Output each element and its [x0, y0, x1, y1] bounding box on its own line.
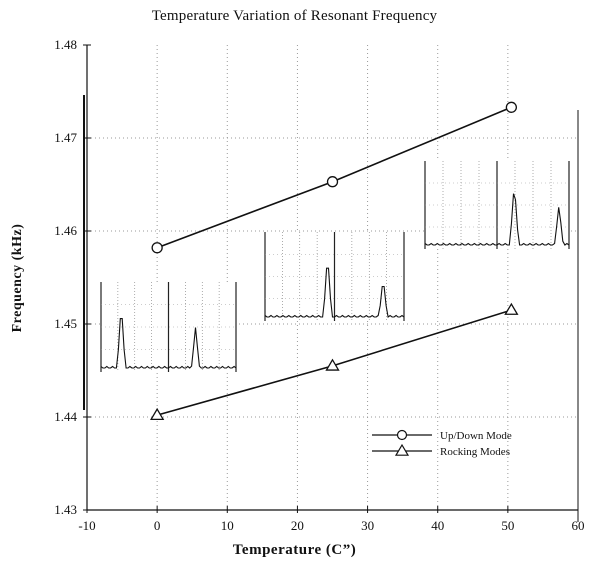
x-axis-label: Temperature (C”): [232, 542, 357, 558]
y-tick-label: 1.44: [54, 409, 77, 424]
circle-marker: [151, 242, 163, 254]
y-tick-label: 1.46: [54, 223, 77, 238]
inset-spectrum-trace: [264, 267, 405, 318]
triangle-marker: [325, 358, 340, 371]
series-triangle: [150, 302, 519, 420]
x-tick-label: -10: [78, 518, 95, 533]
x-tick-label: 0: [154, 518, 161, 533]
y-tick-label: 1.47: [54, 130, 77, 145]
spectrum-inset: [100, 282, 237, 372]
circle-marker: [326, 176, 339, 188]
series-circle: [151, 101, 518, 254]
legend-circle-marker: [396, 429, 408, 441]
x-tick-label: 50: [501, 518, 514, 533]
circle-marker: [505, 101, 518, 113]
chart-title: Temperature Variation of Resonant Freque…: [151, 8, 438, 24]
x-tick-label: 30: [361, 518, 374, 533]
plot-frame: [83, 45, 579, 522]
legend: Up/Down Mode Rocking Modes: [372, 429, 512, 458]
spectrum-insets: [100, 161, 570, 372]
inset-spectrum-trace: [100, 318, 237, 369]
triangle-marker: [150, 407, 165, 420]
x-tick-label: 60: [572, 518, 585, 533]
y-tick-label: 1.48: [54, 37, 77, 52]
legend-label: Rocking Modes: [440, 446, 510, 458]
y-tick-label: 1.45: [54, 316, 77, 331]
y-tick-label: 1.43: [54, 502, 77, 517]
spectrum-inset: [264, 232, 405, 321]
spectrum-inset: [424, 161, 570, 249]
x-tick-label: 10: [221, 518, 234, 533]
legend-label: Up/Down Mode: [440, 430, 512, 442]
axis-ticks: 1.43 1.44 1.45 1.46 1.47 1.48 -10 0 10 20 30 40 50 60: [54, 37, 584, 533]
x-tick-label: 20: [291, 518, 304, 533]
data-series: [150, 101, 519, 420]
inset-spectrum-trace: [424, 193, 570, 246]
triangle-marker: [504, 302, 519, 315]
legend-triangle-marker: [394, 443, 410, 456]
x-tick-label: 40: [431, 518, 444, 533]
